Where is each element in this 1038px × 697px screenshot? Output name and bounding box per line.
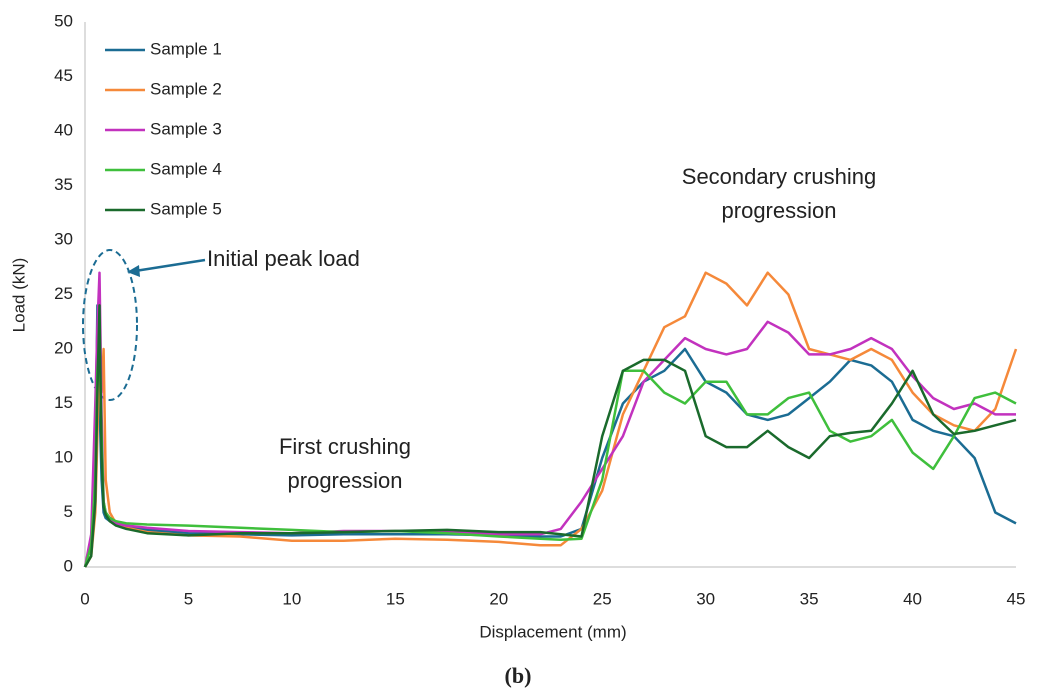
legend-label: Sample 5 bbox=[150, 199, 222, 218]
x-tick-label: 20 bbox=[489, 589, 508, 608]
x-tick-label: 0 bbox=[80, 589, 89, 608]
y-tick-label: 40 bbox=[54, 120, 73, 139]
legend-label: Sample 4 bbox=[150, 159, 222, 178]
legend-label: Sample 3 bbox=[150, 119, 222, 138]
series-line bbox=[83, 304, 1017, 568]
peak-ellipse bbox=[82, 249, 138, 401]
y-tick-label: 15 bbox=[54, 393, 73, 412]
x-tick-label: 25 bbox=[593, 589, 612, 608]
y-tick-label: 5 bbox=[64, 502, 73, 521]
y-tick-label: 35 bbox=[54, 175, 73, 194]
y-tick-label: 50 bbox=[54, 11, 73, 30]
y-tick-label: 30 bbox=[54, 229, 73, 248]
y-tick-label: 25 bbox=[54, 284, 73, 303]
y-axis-label: Load (kN) bbox=[9, 258, 28, 333]
arrow bbox=[134, 258, 206, 273]
x-axis-label: Displacement (mm) bbox=[479, 622, 626, 641]
x-tick-label: 10 bbox=[282, 589, 301, 608]
y-tick-label: 45 bbox=[54, 66, 73, 85]
x-tick-label: 30 bbox=[696, 589, 715, 608]
y-tick-label: 20 bbox=[54, 338, 73, 357]
arrow-head bbox=[127, 265, 140, 277]
series-line bbox=[83, 271, 1018, 568]
annotation: progression bbox=[722, 198, 837, 223]
x-tick-label: 15 bbox=[386, 589, 405, 608]
x-tick-label: 40 bbox=[903, 589, 922, 608]
x-tick-label: 5 bbox=[184, 589, 193, 608]
caption: (b) bbox=[505, 663, 532, 688]
x-tick-label: 35 bbox=[800, 589, 819, 608]
annotation: Initial peak load bbox=[207, 246, 360, 271]
y-tick-label: 10 bbox=[54, 447, 73, 466]
series-line bbox=[83, 271, 1016, 568]
legend-label: Sample 2 bbox=[150, 79, 222, 98]
x-tick-label: 45 bbox=[1007, 589, 1026, 608]
y-tick-label: 0 bbox=[64, 556, 73, 575]
annotation: First crushing bbox=[279, 434, 411, 459]
annotation: Secondary crushing bbox=[682, 164, 876, 189]
annotation: progression bbox=[288, 468, 403, 493]
legend-label: Sample 1 bbox=[150, 39, 222, 58]
